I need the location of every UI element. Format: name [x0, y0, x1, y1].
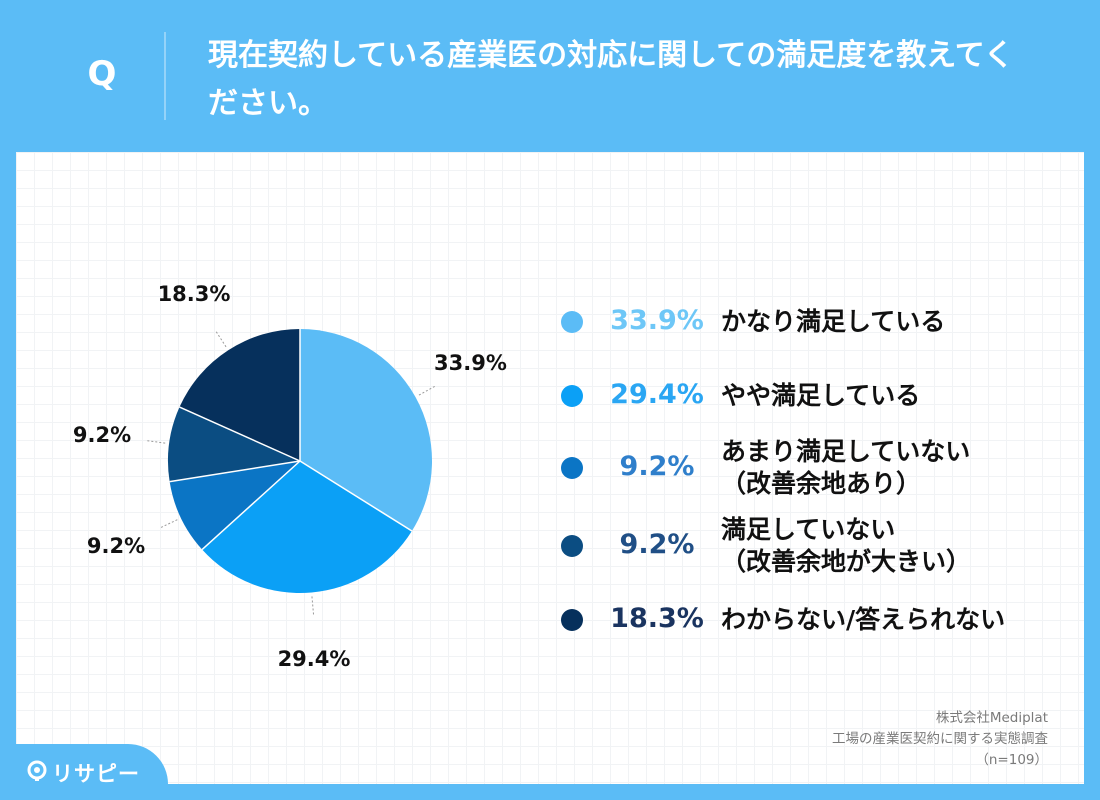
pie-separator-5 [179, 406, 301, 462]
pie-data-label-3: 9.2% [87, 534, 145, 558]
pie-data-label-5: 18.3% [158, 282, 231, 306]
pie-leader-line-4 [147, 440, 166, 444]
legend-percentage: 18.3% [610, 603, 704, 634]
pie-data-label-2: 29.4% [278, 647, 351, 671]
legend-marker [561, 385, 583, 407]
chart-panel: 33.9% 29.4% 9.2% 9.2% 18.3% 33.9% かなり満足している 29… [16, 152, 1084, 784]
pie-chart: 33.9% 29.4% 9.2% 9.2% 18.3% [73, 282, 507, 671]
question-mark: Q [87, 54, 117, 94]
brand-name: リサピー [52, 762, 140, 786]
brand-logo: リサピー [0, 744, 168, 800]
pie-separator-4 [169, 460, 301, 483]
legend-label: わからない/答えられない [721, 605, 1006, 634]
pie-slice-1 [300, 329, 432, 532]
pie-slice-2 [202, 461, 412, 593]
legend-label: かなり満足している [721, 307, 946, 336]
pie-separator-3 [201, 460, 301, 551]
legend-marker [561, 457, 583, 479]
legend-percentage: 9.2% [619, 451, 695, 482]
legend-label: 満足していない （改善余地が大きい） [721, 515, 972, 576]
source-company: 株式会社Mediplat [935, 710, 1048, 726]
legend-label: やや満足している [721, 381, 921, 410]
header-divider [164, 32, 166, 120]
pie-leader-line-3 [160, 519, 178, 528]
pie-slice-3 [169, 461, 300, 550]
pie-leader-line-2 [311, 596, 315, 615]
legend-label: あまり満足していない （改善余地あり） [721, 437, 971, 498]
pie-leader-line-1 [418, 385, 435, 396]
source-sample-size: （n=109） [975, 752, 1048, 768]
lightbulb-icon [27, 760, 47, 781]
legend-marker [561, 311, 583, 333]
source-note: 株式会社Mediplat 工場の産業医契約に関する実態調査 （n=109） [748, 708, 1048, 771]
legend-percentage: 29.4% [610, 379, 704, 410]
header: Q 現在契約している産業医の対応に関しての満足度を教えてください。 [0, 0, 1100, 152]
pie-separator-2 [299, 460, 413, 532]
pie-slice-5 [179, 329, 300, 461]
pie-data-label-4: 9.2% [73, 423, 131, 447]
legend-percentage: 33.9% [610, 305, 704, 336]
legend-percentage: 9.2% [619, 529, 695, 560]
pie-data-label-1: 33.9% [434, 351, 507, 375]
legend-marker [561, 535, 583, 557]
question-text: 現在契約している産業医の対応に関しての満足度を教えてください。 [208, 38, 1014, 121]
source-survey: 工場の産業医契約に関する実態調査 [832, 731, 1048, 747]
legend-marker [561, 609, 583, 631]
pie-slice-4 [168, 407, 300, 482]
pie-leader-line-5 [215, 331, 227, 348]
